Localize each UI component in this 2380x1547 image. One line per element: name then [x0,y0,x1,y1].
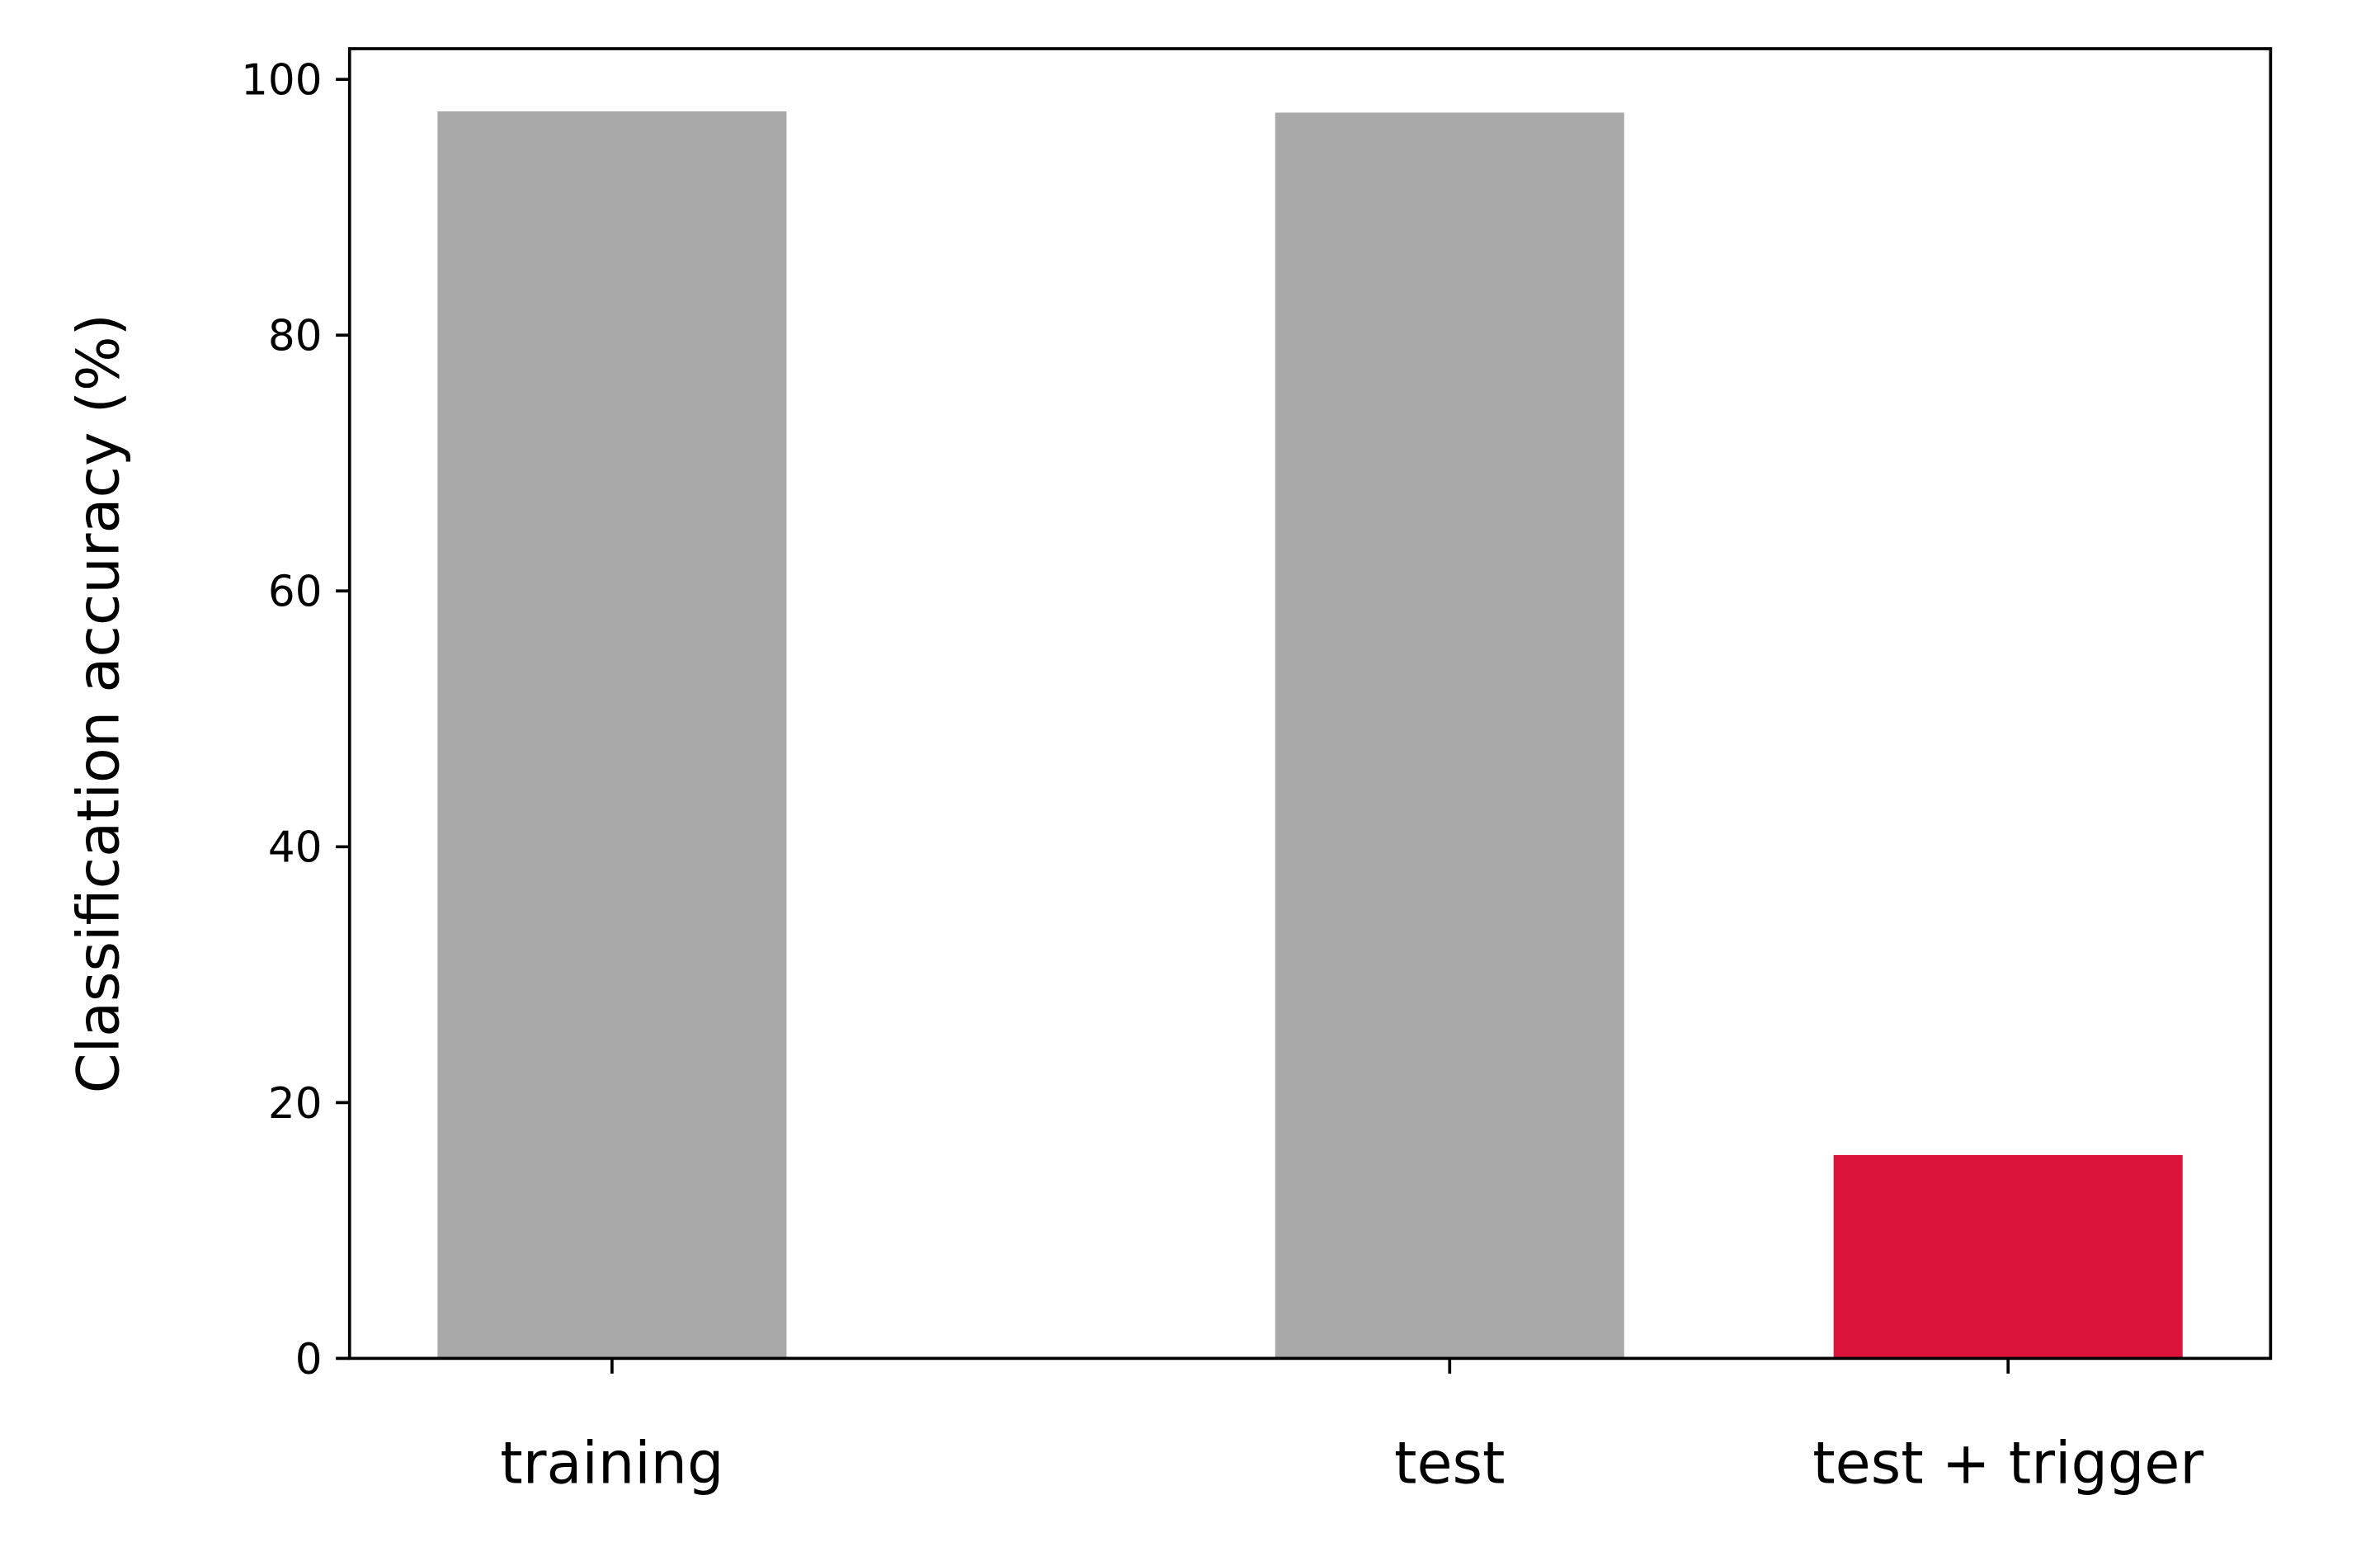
bar-test-trigger [1833,1154,2183,1359]
y-tick-label: 80 [268,312,323,361]
x-axis: training test test + trigger [500,1358,2203,1497]
bar-training [437,111,787,1359]
y-axis: 0 20 40 60 80 100 [241,56,350,1384]
bar-test [1275,112,1624,1359]
x-tick-label: test + trigger [1812,1430,2203,1497]
plot-frame [347,47,2273,1361]
y-tick-label: 20 [268,1079,323,1129]
y-tick-label: 100 [241,56,322,106]
bars-group [437,111,2183,1359]
x-tick-label: training [500,1430,723,1497]
x-tick-label: test [1394,1430,1505,1497]
y-tick-label: 40 [268,823,323,873]
y-tick-label: 0 [295,1335,323,1384]
y-axis-title: Classification accuracy (%) [65,314,133,1093]
y-tick-label: 60 [268,568,323,617]
